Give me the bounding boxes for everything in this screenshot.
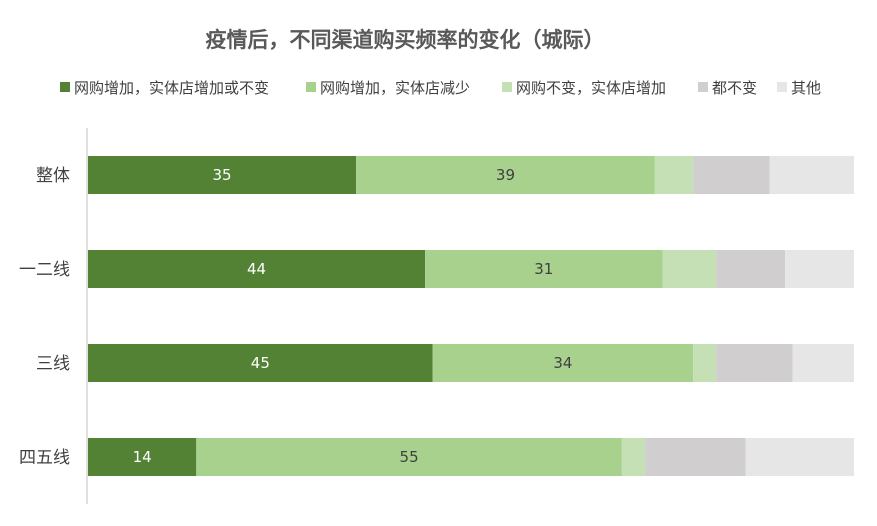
bar-1-series-0 <box>88 250 426 288</box>
data-label-1-1: 31 <box>534 260 553 278</box>
legend-swatch-4 <box>777 82 787 92</box>
bar-3-series-1 <box>196 438 622 476</box>
legend-item-4: 其他 <box>777 76 821 98</box>
bar-0-series-3 <box>693 156 770 194</box>
bar-2-series-1 <box>432 344 694 382</box>
bar-1-series-3 <box>716 250 786 288</box>
legend-label-1: 网购增加，实体店减少 <box>320 78 471 97</box>
data-label-2-0: 45 <box>251 354 270 372</box>
data-label-2-1: 34 <box>553 354 572 372</box>
bar-0-series-2 <box>654 156 694 194</box>
category-label-0: 整体 <box>36 166 70 186</box>
bar-0-series-1 <box>356 156 655 194</box>
legend-label-3: 都不变 <box>712 78 758 97</box>
bar-2-series-2 <box>693 344 717 382</box>
legend-swatch-1 <box>306 82 316 92</box>
data-label-0-0: 35 <box>213 166 232 184</box>
data-label-3-1: 55 <box>400 448 419 466</box>
category-label-2: 三线 <box>36 354 70 374</box>
bar-1-series-2 <box>662 250 717 288</box>
data-label-0-1: 39 <box>496 166 515 184</box>
data-label-3-0: 14 <box>133 448 152 466</box>
bar-1-series-4 <box>785 250 854 288</box>
bar-3-series-0 <box>88 438 197 476</box>
category-label-3: 四五线 <box>19 448 70 468</box>
chart-title: 疫情后，不同渠道购买频率的变化（城际） <box>205 28 605 52</box>
bar-2-series-3 <box>716 344 793 382</box>
bar-2-series-4 <box>792 344 854 382</box>
bar-2-series-0 <box>88 344 433 382</box>
data-label-1-0: 44 <box>247 260 266 278</box>
category-label-1: 一二线 <box>19 260 70 280</box>
bar-1-series-1 <box>425 250 663 288</box>
bar-3-series-3 <box>645 438 746 476</box>
bar-0-series-4 <box>769 156 854 194</box>
bar-3-series-2 <box>621 438 646 476</box>
legend-swatch-2 <box>502 82 512 92</box>
legend-label-0: 网购增加，实体店增加或不变 <box>74 78 270 97</box>
legend-item-0: 网购增加，实体店增加或不变 <box>60 76 269 98</box>
bar-3-series-4 <box>745 438 854 476</box>
legend-label-2: 网购不变，实体店增加 <box>516 78 667 97</box>
legend-item-3: 都不变 <box>698 76 757 98</box>
legend-item-1: 网购增加，实体店减少 <box>306 76 470 98</box>
legend-label-4: 其他 <box>791 78 822 97</box>
legend-swatch-3 <box>698 82 708 92</box>
legend-swatch-0 <box>60 82 70 92</box>
legend: 网购增加，实体店增加或不变 网购增加，实体店减少 网购不变，实体店增加 都不变 … <box>0 76 877 98</box>
bar-0-series-0 <box>88 156 357 194</box>
legend-item-2: 网购不变，实体店增加 <box>502 76 666 98</box>
